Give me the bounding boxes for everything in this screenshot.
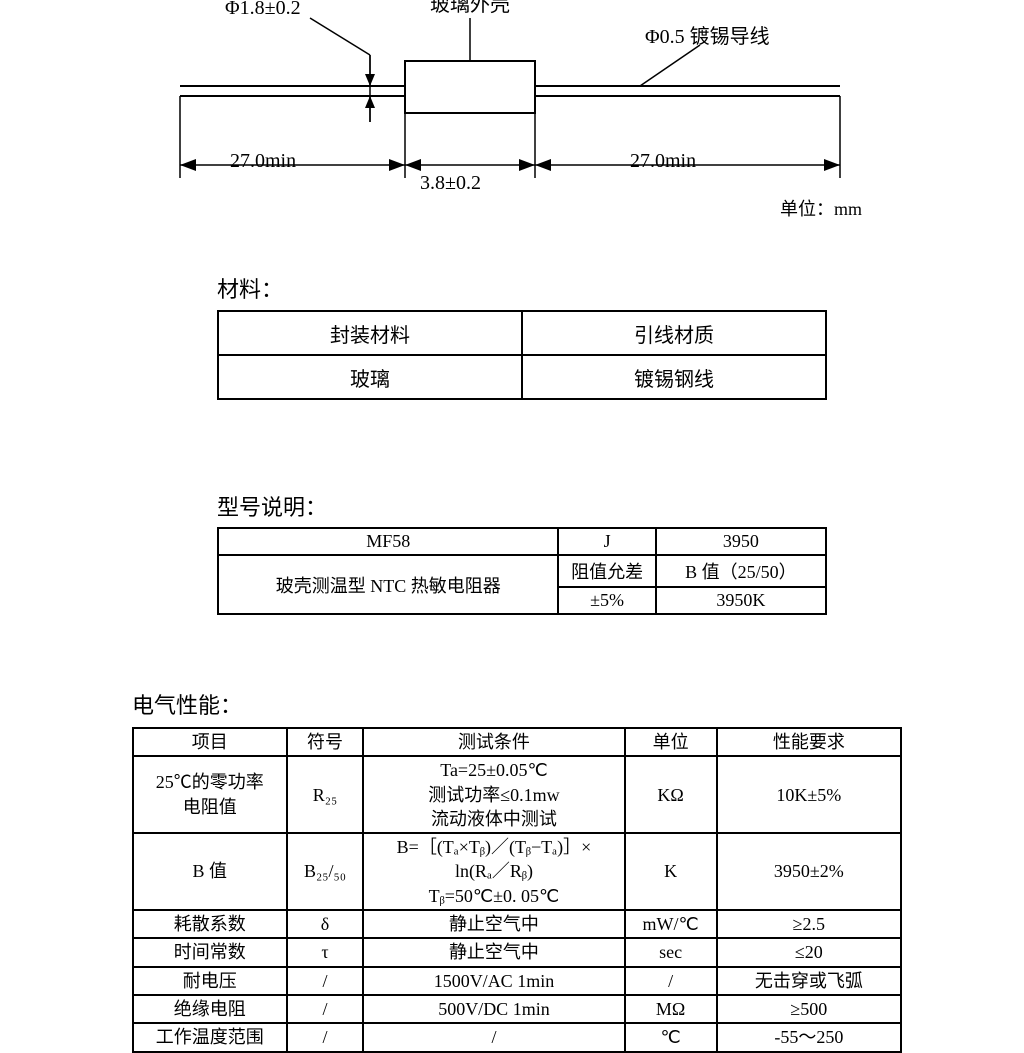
elec-r2-cond: B=［(Tₐ×Tᵦ)／(Tᵦ−Tₐ)］× ln(Rₐ／Rᵦ) Tᵦ=50℃±0.… <box>363 833 624 910</box>
dim-left: 27.0min <box>230 150 296 173</box>
section-title-model: 型号说明： <box>217 490 327 522</box>
elec-h-item: 项目 <box>133 728 287 756</box>
model-r3c2: ±5% <box>558 587 655 614</box>
elec-r5-item: 耐电压 <box>133 967 287 995</box>
elec-r4-unit: sec <box>625 938 717 966</box>
elec-r3-item: 耗散系数 <box>133 910 287 938</box>
elec-h-req: 性能要求 <box>717 728 901 756</box>
section-title-material: 材料： <box>217 272 283 304</box>
model-r2c2: 阻值允差 <box>558 555 655 587</box>
material-value-1: 玻璃 <box>218 355 522 399</box>
section-title-elec: 电气性能： <box>132 688 242 720</box>
elec-r1-sym: R₂₅ <box>287 756 364 833</box>
elec-r1-item: 25℃的零功率 电阻值 <box>133 756 287 833</box>
label-wire: Φ0.5 镀锡导线 <box>645 20 770 49</box>
elec-r7-cond: / <box>363 1023 624 1051</box>
elec-r4-cond: 静止空气中 <box>363 938 624 966</box>
elec-r3-unit: mW/℃ <box>625 910 717 938</box>
dimension-diagram: Φ1.8±0.2 玻璃外壳 Φ0.5 镀锡导线 27.0min 3.8±0.2 … <box>140 0 900 220</box>
elec-r7-sym: / <box>287 1023 364 1051</box>
material-value-2: 镀锡钢线 <box>522 355 826 399</box>
model-r1c3: 3950 <box>656 528 826 555</box>
elec-r6-sym: / <box>287 995 364 1023</box>
material-table: 封装材料 引线材质 玻璃 镀锡钢线 <box>217 310 827 400</box>
elec-r2-unit: K <box>625 833 717 910</box>
label-glass-shell: 玻璃外壳 <box>430 0 510 17</box>
material-header-2: 引线材质 <box>522 311 826 355</box>
elec-r4-req: ≤20 <box>717 938 901 966</box>
model-table: MF58 J 3950 玻壳测温型 NTC 热敏电阻器 阻值允差 B 值（25/… <box>217 527 827 615</box>
label-diameter: Φ1.8±0.2 <box>225 0 301 20</box>
elec-r5-cond: 1500V/AC 1min <box>363 967 624 995</box>
electrical-table: 项目 符号 测试条件 单位 性能要求 25℃的零功率 电阻值 R₂₅ Ta=25… <box>132 727 902 1053</box>
elec-r3-cond: 静止空气中 <box>363 910 624 938</box>
model-r2c1: 玻壳测温型 NTC 热敏电阻器 <box>218 555 558 614</box>
model-r2c3: B 值（25/50） <box>656 555 826 587</box>
material-header-1: 封装材料 <box>218 311 522 355</box>
model-r1c2: J <box>558 528 655 555</box>
elec-r5-unit: / <box>625 967 717 995</box>
elec-r3-sym: δ <box>287 910 364 938</box>
elec-r6-cond: 500V/DC 1min <box>363 995 624 1023</box>
elec-r4-item: 时间常数 <box>133 938 287 966</box>
elec-h-cond: 测试条件 <box>363 728 624 756</box>
elec-r6-item: 绝缘电阻 <box>133 995 287 1023</box>
elec-r2-sym: B₂₅/₅₀ <box>287 833 364 910</box>
elec-r7-unit: ℃ <box>625 1023 717 1051</box>
elec-r2-item: B 值 <box>133 833 287 910</box>
elec-r2-req: 3950±2% <box>717 833 901 910</box>
elec-h-sym: 符号 <box>287 728 364 756</box>
elec-r4-sym: τ <box>287 938 364 966</box>
elec-r7-req: -55～250 <box>717 1023 901 1051</box>
model-r1c1: MF58 <box>218 528 558 555</box>
unit-label: 单位：mm <box>780 195 862 221</box>
dim-body: 3.8±0.2 <box>420 172 481 195</box>
elec-r5-req: 无击穿或飞弧 <box>717 967 901 995</box>
dim-right: 27.0min <box>630 150 696 173</box>
elec-r7-item: 工作温度范围 <box>133 1023 287 1051</box>
elec-r5-sym: / <box>287 967 364 995</box>
elec-h-unit: 单位 <box>625 728 717 756</box>
diagram-svg <box>140 0 900 220</box>
elec-r6-req: ≥500 <box>717 995 901 1023</box>
model-r3c3: 3950K <box>656 587 826 614</box>
elec-r1-unit: KΩ <box>625 756 717 833</box>
elec-r3-req: ≥2.5 <box>717 910 901 938</box>
elec-r1-req: 10K±5% <box>717 756 901 833</box>
elec-r6-unit: MΩ <box>625 995 717 1023</box>
elec-r1-cond: Ta=25±0.05℃ 测试功率≤0.1mw 流动液体中测试 <box>363 756 624 833</box>
